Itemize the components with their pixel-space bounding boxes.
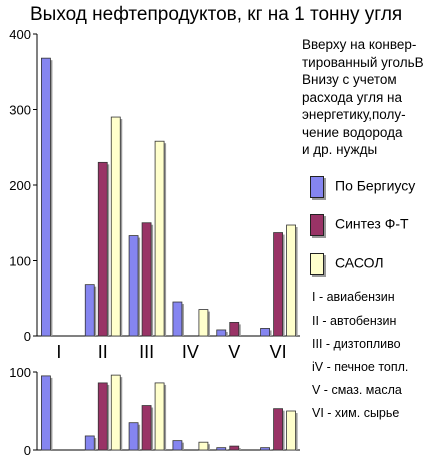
legend-swatch-bergius <box>310 176 324 198</box>
bar-bergius <box>260 328 270 337</box>
legend-swatch-ft <box>310 214 324 236</box>
x-tick-label: IV <box>182 342 199 362</box>
bar-bergius <box>128 235 139 337</box>
x-tick-label: II <box>98 342 108 362</box>
note-line: тированный угольВ <box>302 54 424 70</box>
y-tick-label: 100 <box>9 254 31 269</box>
glossary-item: VI - хим. сырье <box>312 406 400 420</box>
legend-label: По Бергиусу <box>335 177 416 194</box>
chart-title: Выход нефтепродуктов, кг на 1 тонну угля <box>30 4 403 25</box>
bar-sasol <box>110 116 121 337</box>
bar-sasol <box>286 410 296 451</box>
y-tick-label: 0 <box>24 329 31 344</box>
glossary-item: iV - печное топл. <box>312 360 409 374</box>
legend-item-bergius: По Бергиусу <box>310 176 415 198</box>
bar-ft <box>141 222 152 337</box>
note-line: чение водорода <box>302 124 403 140</box>
bar-sasol <box>198 441 209 451</box>
glossary-item: III - дизтопливо <box>312 337 401 351</box>
legend-item-ft: Синтез Ф-Т <box>310 214 409 236</box>
legend-item-sasol: САСОЛ <box>310 253 384 275</box>
legend-label: САСОЛ <box>335 254 384 271</box>
x-tick-label: V <box>228 342 240 362</box>
y-tick-label: 300 <box>9 103 31 118</box>
bar-bergius <box>172 301 183 337</box>
bar-bergius <box>216 447 227 451</box>
glossary-item: I - авиабензин <box>312 290 395 304</box>
bar-bergius <box>84 435 95 451</box>
bar-sasol <box>154 382 165 451</box>
bar-bergius <box>172 440 183 451</box>
legend-swatch-sasol <box>310 253 324 275</box>
bar-bergius <box>128 422 139 451</box>
y-tick-label: 0 <box>24 443 31 456</box>
glossary-item: V - смаз. масла <box>312 383 402 397</box>
bar-ft <box>229 322 240 337</box>
bar-bergius <box>260 447 270 451</box>
note-line: энергетику,полу- <box>302 107 406 122</box>
y-tick-label: 200 <box>9 178 31 193</box>
bar-bergius <box>41 57 51 337</box>
note-line: и др. нужды <box>302 142 378 157</box>
bar-sasol <box>198 309 209 337</box>
bar-sasol <box>286 224 296 337</box>
bar-ft <box>273 408 283 451</box>
bar-sasol <box>110 374 121 451</box>
x-tick-label: I <box>56 342 61 362</box>
y-tick-label: 100 <box>9 365 31 380</box>
x-tick-label: III <box>139 342 154 362</box>
x-tick-label: VI <box>270 342 287 362</box>
legend-label: Синтез Ф-Т <box>335 215 409 232</box>
bar-bergius <box>41 375 51 451</box>
bar-bergius <box>84 284 95 337</box>
bar-ft <box>97 382 108 451</box>
bar-bergius <box>216 329 227 337</box>
bar-sasol <box>154 140 165 337</box>
bar-ft <box>97 161 108 337</box>
bar-ft <box>229 445 240 451</box>
y-tick-label: 400 <box>9 27 31 42</box>
bar-ft <box>273 232 283 337</box>
note-line: расхода угля на <box>302 89 402 105</box>
note-line: Внизу с учетом <box>302 72 397 87</box>
bar-ft <box>141 405 152 451</box>
glossary-item: II - автобензин <box>312 314 397 328</box>
note-line: Вверху на конвер- <box>302 37 417 52</box>
chart-note: Вверху на конвер- тированный угольВ Вниз… <box>302 36 441 159</box>
